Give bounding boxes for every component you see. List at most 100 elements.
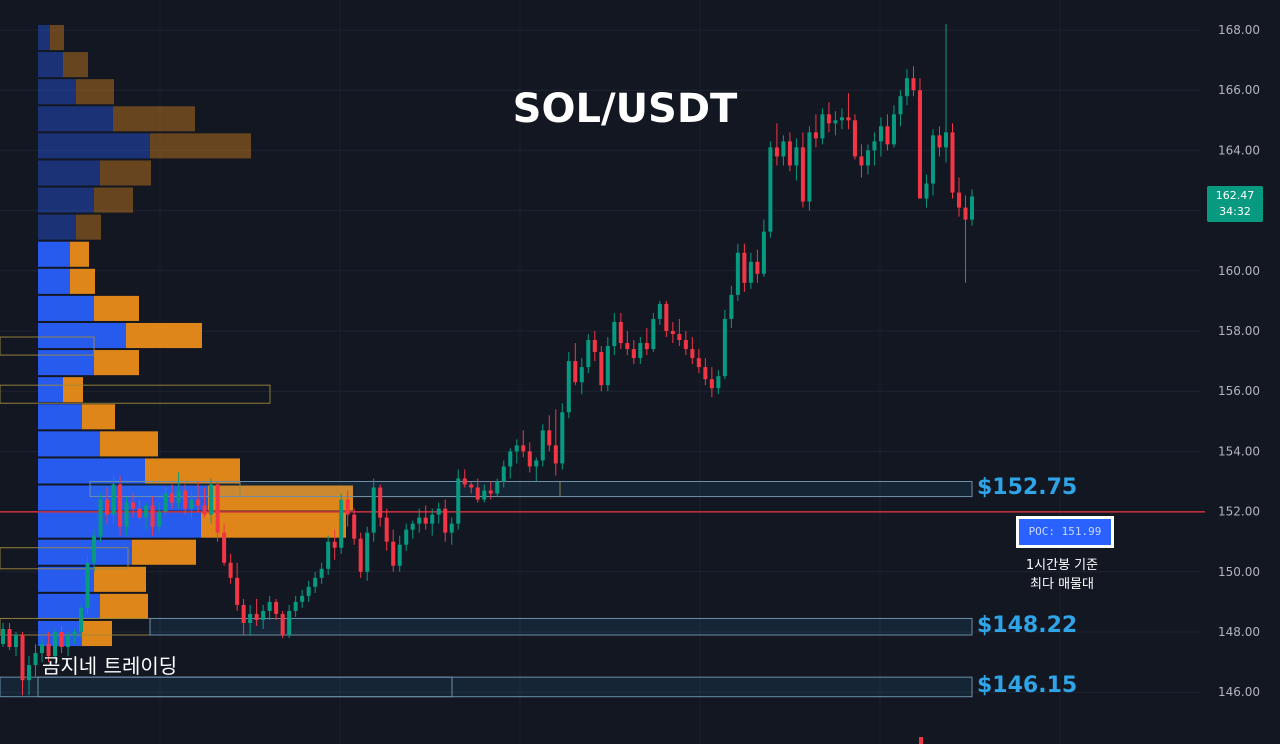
vp-bar-up: [38, 593, 100, 619]
candle-body: [66, 635, 71, 648]
vp-bar-down: [94, 566, 146, 592]
price-tick-label: 148.00: [1218, 625, 1260, 639]
poc-note: 1시간봉 기준 최다 매물대: [1000, 556, 1124, 594]
candle-body: [742, 252, 747, 283]
candle-body-partial: [919, 737, 923, 744]
candle-body: [417, 517, 422, 524]
price-tick-label: 168.00: [1218, 23, 1260, 37]
candle-body: [137, 508, 142, 518]
candle-body: [33, 653, 38, 666]
candle-body: [287, 610, 292, 636]
candle-body: [566, 361, 571, 413]
price-tick-label: 158.00: [1218, 324, 1260, 338]
candle-body: [579, 367, 584, 383]
candle-body: [436, 508, 441, 515]
vp-bar-down: [145, 458, 240, 484]
candle-body: [397, 544, 402, 566]
candle-body: [46, 644, 51, 657]
poc-label: POC: 151.99: [1019, 519, 1111, 545]
candle-body: [423, 517, 428, 524]
candle-body: [378, 487, 383, 518]
candle-body: [787, 141, 792, 166]
candle-body: [644, 343, 649, 350]
candle-body: [690, 349, 695, 359]
candle-body: [176, 490, 181, 503]
vp-bar-down: [100, 431, 158, 457]
candle-body: [612, 321, 617, 347]
candle-body: [735, 252, 740, 295]
candle-body: [430, 514, 435, 524]
watermark: 곰지네 트레이딩: [42, 654, 178, 678]
candle-body: [157, 511, 162, 527]
poc-note-line-1: 1시간봉 기준: [1025, 558, 1099, 573]
level-label-148-22: $148.22: [977, 612, 1078, 638]
candle-body: [521, 445, 526, 452]
candle-body: [709, 379, 714, 389]
candle-body: [846, 117, 851, 121]
vp-highlight-box: [0, 547, 129, 570]
vp-bar-up: [38, 431, 100, 457]
vp-bar-up: [38, 350, 94, 376]
candle-body: [462, 478, 467, 485]
candle-body: [956, 192, 962, 208]
vp-bar-down: [82, 404, 115, 430]
vp-bar-down: [94, 187, 133, 213]
vp-bar-down: [63, 377, 83, 403]
price-tick-label: 150.00: [1218, 565, 1260, 579]
level-zone: [89, 481, 973, 498]
candle-body: [449, 523, 454, 533]
level-zone: [0, 676, 973, 698]
candle-body: [371, 487, 376, 533]
poc-badge: POC: 151.99: [1016, 516, 1114, 548]
vp-bar-down: [150, 133, 251, 159]
candle-body: [807, 132, 812, 202]
candle-body: [794, 147, 799, 166]
candle-body: [163, 493, 168, 512]
candle-body: [475, 487, 480, 500]
vp-bar-up: [38, 322, 126, 349]
candle-body: [267, 601, 272, 611]
candle-body: [729, 294, 734, 319]
price-tick-label: 146.00: [1218, 685, 1260, 699]
candle-body: [657, 303, 662, 319]
candle-body: [898, 96, 903, 115]
vp-bar-up: [38, 458, 145, 484]
vp-bar-up: [38, 404, 82, 430]
vp-bar-down: [94, 350, 139, 376]
candle-body: [508, 451, 513, 467]
candle-body: [111, 484, 116, 515]
vp-bar-up: [38, 106, 113, 132]
candle-body: [664, 303, 669, 331]
candle-body: [339, 499, 344, 548]
candle-body: [761, 231, 766, 274]
candle-body: [92, 535, 97, 563]
current-price-value: 162.47: [1215, 189, 1255, 202]
candle-body: [748, 261, 753, 283]
candle-body: [768, 147, 773, 232]
vp-bar-down: [113, 106, 195, 132]
level-zone-inner: [37, 676, 453, 698]
candle-body: [196, 499, 201, 506]
candle-body: [573, 361, 578, 383]
candle-body: [813, 132, 818, 139]
current-price-tag: 162.47 34:32: [1207, 186, 1263, 222]
candle-body: [59, 632, 64, 648]
vp-bar-up: [38, 241, 70, 267]
candle-body: [306, 586, 311, 596]
candle-body: [904, 78, 909, 97]
candle-body: [625, 343, 630, 350]
vp-bar-up: [38, 214, 76, 240]
candle-body: [404, 529, 409, 545]
vp-bar-up: [38, 539, 132, 565]
candle-body: [384, 517, 389, 542]
candle-body: [313, 577, 318, 587]
candle-body: [235, 577, 240, 605]
candle-body: [696, 358, 701, 368]
candle-body: [144, 505, 149, 518]
candle-body: [261, 610, 266, 620]
candle-body: [839, 117, 844, 121]
price-axis[interactable]: 168.00166.00164.00162.00160.00158.00156.…: [1218, 23, 1260, 699]
candle-body: [878, 126, 883, 142]
candle-body: [20, 635, 25, 681]
